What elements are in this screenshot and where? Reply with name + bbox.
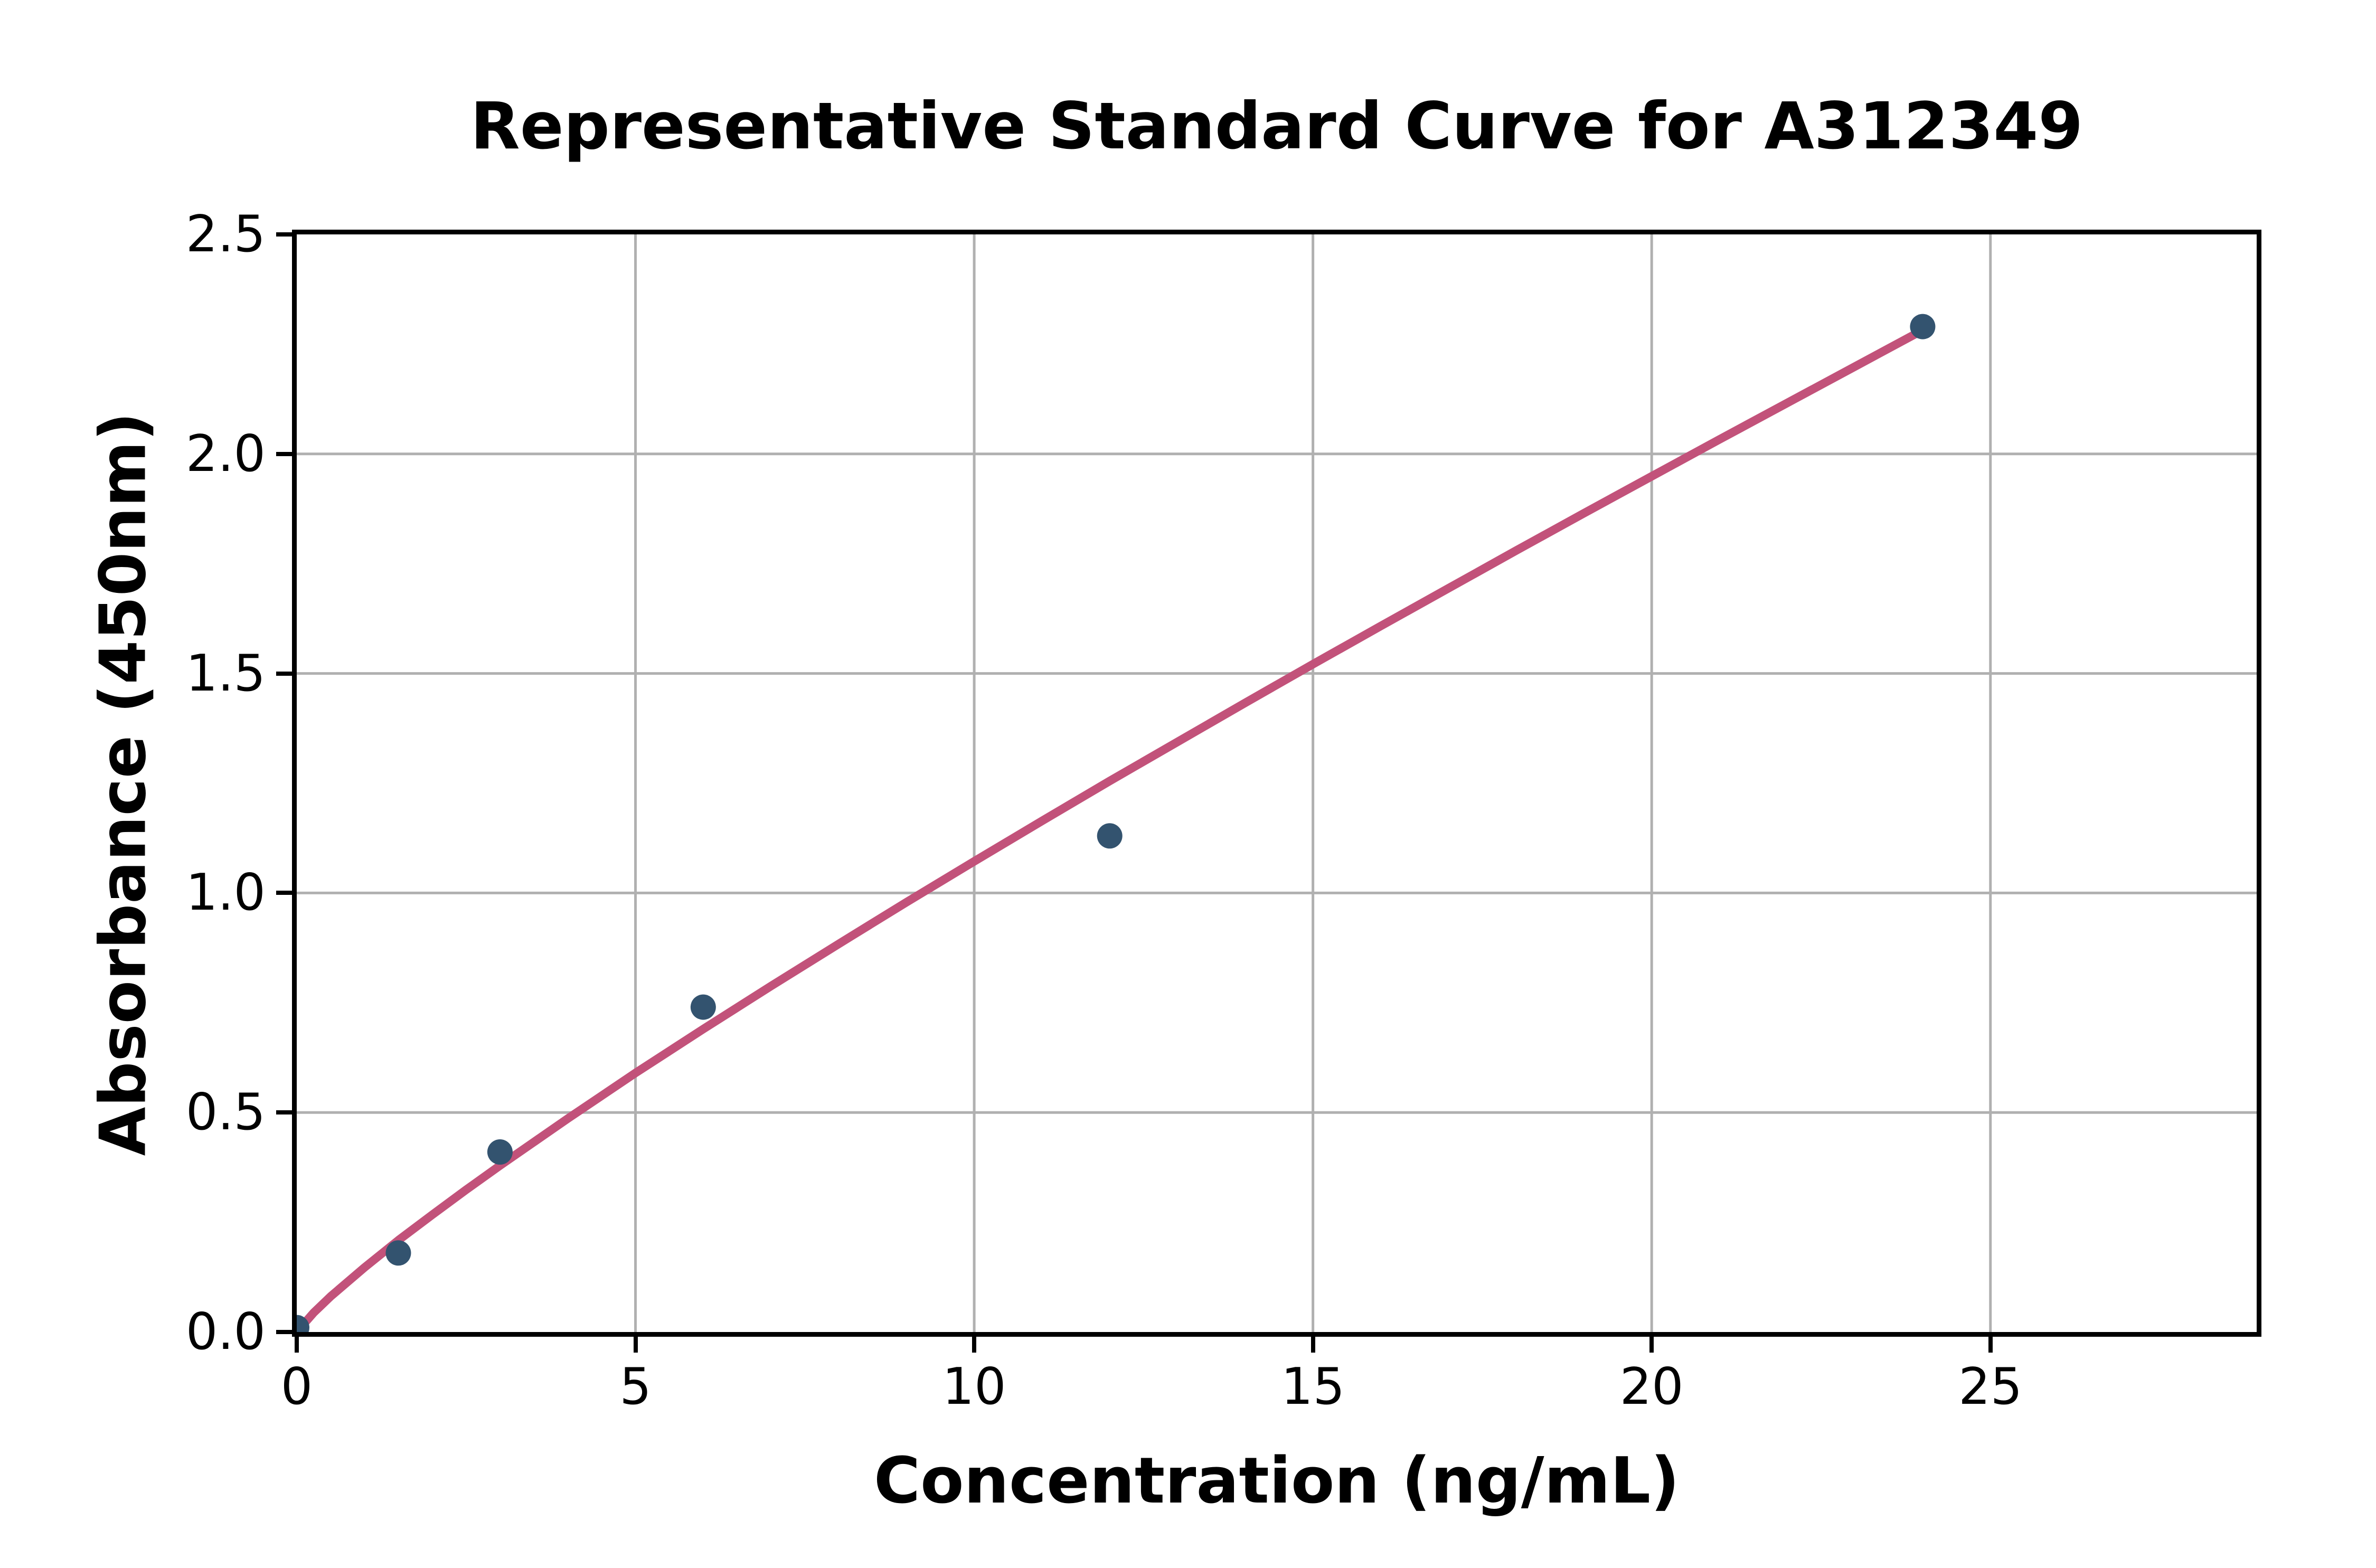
fit-curve (297, 326, 1927, 1332)
x-tick-mark (972, 1337, 977, 1353)
y-tick-mark (276, 1110, 292, 1115)
y-tick-mark (276, 232, 292, 237)
x-tick-label: 25 (1958, 1358, 2023, 1416)
x-tick-label: 5 (619, 1358, 652, 1416)
y-tick-mark (276, 891, 292, 895)
chart-title: Representative Standard Curve for A31234… (470, 89, 2083, 164)
y-axis-label: Absorbance (450nm) (87, 412, 161, 1156)
plot-area (292, 230, 2261, 1337)
y-tick-label: 2.5 (185, 205, 266, 263)
x-tick-mark (295, 1337, 299, 1353)
x-tick-label: 10 (942, 1358, 1006, 1416)
y-tick-label: 2.0 (185, 424, 266, 483)
x-tick-label: 15 (1281, 1358, 1345, 1416)
y-tick-mark (276, 451, 292, 456)
y-tick-label: 1.0 (185, 864, 266, 922)
x-tick-mark (1649, 1337, 1654, 1353)
data-point (1910, 314, 1936, 339)
data-point (690, 994, 716, 1020)
x-tick-mark (1310, 1337, 1315, 1353)
y-tick-label: 0.0 (185, 1303, 266, 1361)
data-point (297, 1315, 309, 1332)
x-tick-label: 0 (280, 1358, 313, 1416)
x-tick-mark (1988, 1337, 1993, 1353)
y-tick-label: 0.5 (185, 1083, 266, 1142)
data-point (487, 1139, 513, 1165)
data-point (1097, 823, 1123, 849)
x-axis-label: Concentration (ng/mL) (874, 1444, 1680, 1518)
y-tick-mark (276, 671, 292, 676)
x-tick-mark (633, 1337, 638, 1353)
y-tick-label: 1.5 (185, 644, 266, 703)
data-point (385, 1240, 411, 1266)
chart-canvas (297, 234, 2257, 1332)
x-tick-label: 20 (1619, 1358, 1684, 1416)
y-tick-mark (276, 1330, 292, 1334)
